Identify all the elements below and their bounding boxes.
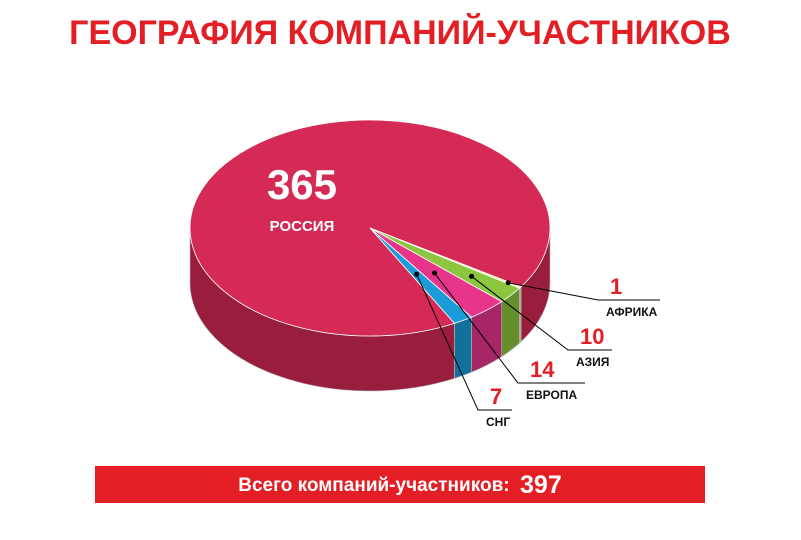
total-text: Всего компаний-участников: 397 bbox=[238, 471, 562, 499]
category-label: АФРИКА bbox=[606, 305, 658, 319]
value-label: 10 bbox=[580, 324, 604, 349]
category-label: РОССИЯ bbox=[270, 218, 335, 235]
value-label: 7 bbox=[490, 384, 502, 409]
category-label: СНГ bbox=[486, 415, 510, 429]
leader-line bbox=[508, 282, 660, 301]
category-label: ЕВРОПА bbox=[526, 388, 577, 402]
chart-title: ГЕОГРАФИЯ КОМПАНИЙ-УЧАСТНИКОВ bbox=[69, 13, 731, 52]
leader-line bbox=[416, 273, 512, 411]
leader-line bbox=[434, 272, 585, 384]
total-value: 397 bbox=[520, 471, 562, 499]
total-bar bbox=[95, 466, 705, 503]
value-label: 1 bbox=[610, 274, 622, 299]
category-label: АЗИЯ bbox=[576, 355, 609, 369]
slice-side bbox=[454, 316, 472, 379]
pie bbox=[189, 119, 551, 392]
slice bbox=[369, 227, 473, 324]
leader-line bbox=[471, 275, 612, 351]
total-label: Всего компаний-участников: bbox=[238, 475, 509, 496]
value-label: 14 bbox=[530, 357, 555, 382]
value-label: 365 bbox=[267, 161, 337, 208]
